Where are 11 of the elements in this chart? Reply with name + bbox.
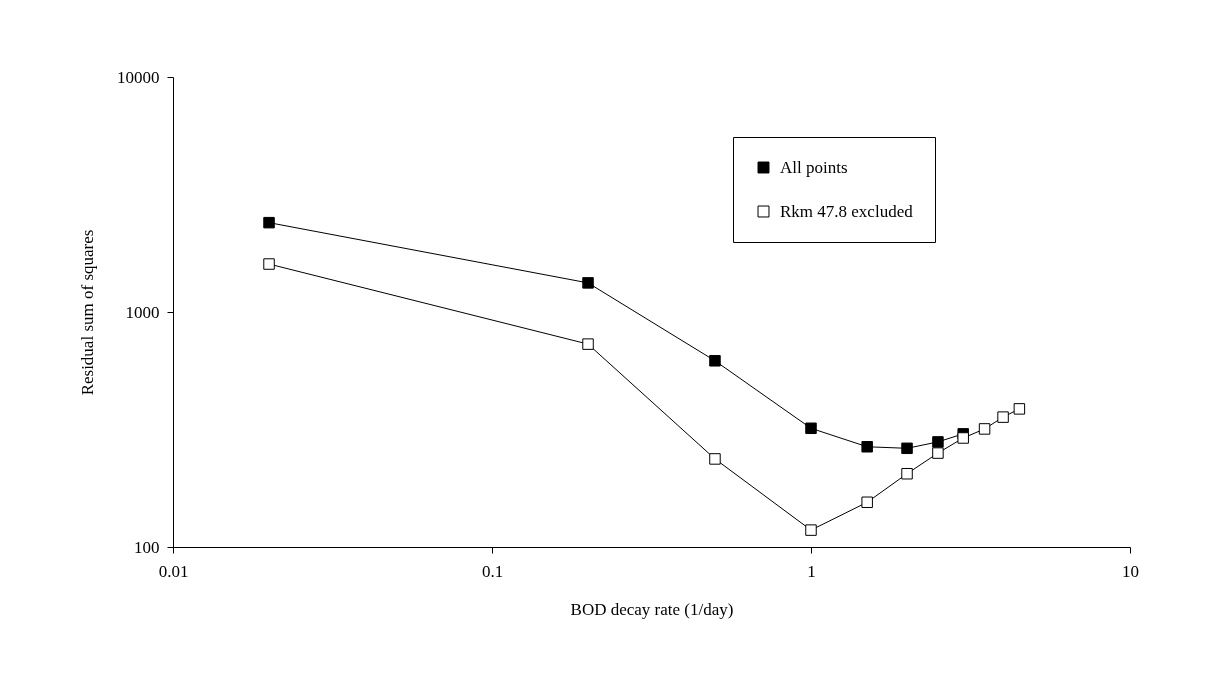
y-axis-title: Residual sum of squares (78, 229, 97, 396)
y-tick-label: 10000 (117, 67, 160, 87)
x-axis-title: BOD decay rate (1/day) (570, 599, 734, 619)
x-tick-label: 1 (807, 561, 816, 581)
y-tick-label: 1000 (125, 302, 160, 322)
y-tick-label: 100 (134, 537, 160, 557)
x-tick-label: 0.1 (481, 561, 504, 581)
legend-label: Rkm 47.8 excluded (780, 201, 914, 221)
x-tick-label: 10 (1122, 561, 1139, 581)
legend-label: All points (780, 157, 848, 177)
x-tick-label: 0.01 (158, 561, 189, 581)
